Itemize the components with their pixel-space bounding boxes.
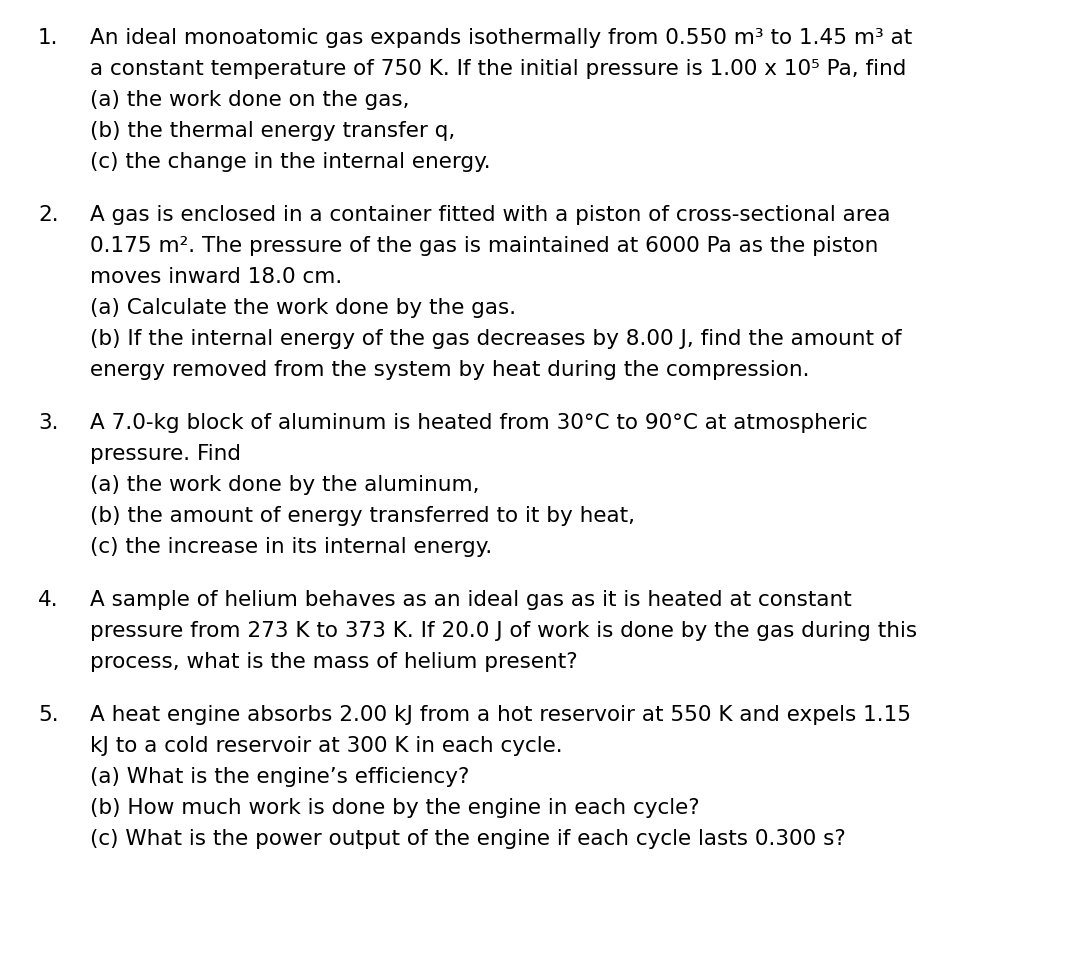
Text: (b) If the internal energy of the gas decreases by 8.00 J, find the amount of: (b) If the internal energy of the gas de… xyxy=(90,328,902,349)
Text: (a) Calculate the work done by the gas.: (a) Calculate the work done by the gas. xyxy=(90,298,516,318)
Text: A heat engine absorbs 2.00 kJ from a hot reservoir at 550 K and expels 1.15: A heat engine absorbs 2.00 kJ from a hot… xyxy=(90,704,912,724)
Text: (c) the increase in its internal energy.: (c) the increase in its internal energy. xyxy=(90,536,492,557)
Text: energy removed from the system by heat during the compression.: energy removed from the system by heat d… xyxy=(90,360,810,380)
Text: pressure from 273 K to 373 K. If 20.0 J of work is done by the gas during this: pressure from 273 K to 373 K. If 20.0 J … xyxy=(90,620,917,640)
Text: pressure. Find: pressure. Find xyxy=(90,444,241,463)
Text: 5.: 5. xyxy=(38,704,58,724)
Text: 3.: 3. xyxy=(38,412,58,433)
Text: 1.: 1. xyxy=(38,28,58,48)
Text: a constant temperature of 750 K. If the initial pressure is 1.00 x 10⁵ Pa, find: a constant temperature of 750 K. If the … xyxy=(90,59,906,79)
Text: kJ to a cold reservoir at 300 K in each cycle.: kJ to a cold reservoir at 300 K in each … xyxy=(90,736,563,755)
Text: (c) What is the power output of the engine if each cycle lasts 0.300 s?: (c) What is the power output of the engi… xyxy=(90,828,846,848)
Text: (a) the work done on the gas,: (a) the work done on the gas, xyxy=(90,90,409,109)
Text: 4.: 4. xyxy=(38,589,58,610)
Text: A sample of helium behaves as an ideal gas as it is heated at constant: A sample of helium behaves as an ideal g… xyxy=(90,589,852,610)
Text: 2.: 2. xyxy=(38,205,58,225)
Text: (a) What is the engine’s efficiency?: (a) What is the engine’s efficiency? xyxy=(90,766,470,786)
Text: (a) the work done by the aluminum,: (a) the work done by the aluminum, xyxy=(90,475,480,494)
Text: An ideal monoatomic gas expands isothermally from 0.550 m³ to 1.45 m³ at: An ideal monoatomic gas expands isotherm… xyxy=(90,28,913,48)
Text: (b) How much work is done by the engine in each cycle?: (b) How much work is done by the engine … xyxy=(90,797,700,817)
Text: (c) the change in the internal energy.: (c) the change in the internal energy. xyxy=(90,151,490,172)
Text: (b) the amount of energy transferred to it by heat,: (b) the amount of energy transferred to … xyxy=(90,505,635,526)
Text: 0.175 m². The pressure of the gas is maintained at 6000 Pa as the piston: 0.175 m². The pressure of the gas is mai… xyxy=(90,235,878,256)
Text: moves inward 18.0 cm.: moves inward 18.0 cm. xyxy=(90,267,342,286)
Text: A gas is enclosed in a container fitted with a piston of cross-sectional area: A gas is enclosed in a container fitted … xyxy=(90,205,891,225)
Text: (b) the thermal energy transfer q,: (b) the thermal energy transfer q, xyxy=(90,121,456,141)
Text: process, what is the mass of helium present?: process, what is the mass of helium pres… xyxy=(90,652,578,671)
Text: A 7.0-kg block of aluminum is heated from 30°C to 90°C at atmospheric: A 7.0-kg block of aluminum is heated fro… xyxy=(90,412,867,433)
